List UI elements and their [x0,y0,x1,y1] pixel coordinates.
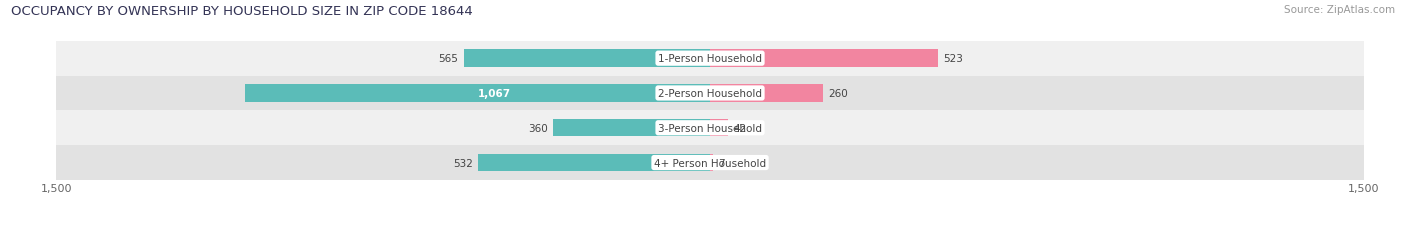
Bar [464,50,710,68]
Text: 4+ Person Household: 4+ Person Household [654,158,766,168]
Text: 42: 42 [734,123,747,133]
Bar [245,85,710,102]
Text: 532: 532 [453,158,472,168]
Bar [56,146,1364,180]
Bar [478,154,710,171]
Text: OCCUPANCY BY OWNERSHIP BY HOUSEHOLD SIZE IN ZIP CODE 18644: OCCUPANCY BY OWNERSHIP BY HOUSEHOLD SIZE… [11,5,472,18]
Text: 7: 7 [718,158,725,168]
Bar [710,120,728,137]
Bar [56,76,1364,111]
Bar [710,85,824,102]
Text: 565: 565 [439,54,458,64]
Text: Source: ZipAtlas.com: Source: ZipAtlas.com [1284,5,1395,15]
Text: 3-Person Household: 3-Person Household [658,123,762,133]
Bar [553,120,710,137]
Text: 360: 360 [529,123,548,133]
Text: 1-Person Household: 1-Person Household [658,54,762,64]
Text: 1,067: 1,067 [478,88,510,99]
Text: 260: 260 [828,88,848,99]
Text: 2-Person Household: 2-Person Household [658,88,762,99]
Bar [710,50,938,68]
Text: 523: 523 [943,54,963,64]
Bar [710,154,713,171]
Bar [56,42,1364,76]
Bar [56,111,1364,146]
